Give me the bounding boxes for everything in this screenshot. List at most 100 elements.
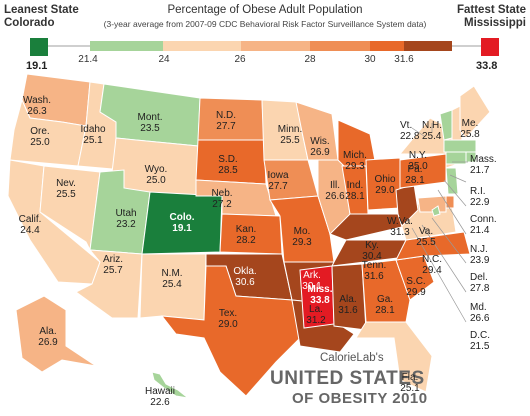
state-value: 29.3 — [345, 161, 365, 172]
legend-tick: 31.6 — [394, 54, 414, 65]
state-value: 27.2 — [212, 199, 232, 210]
state-value: 30.4 — [362, 251, 382, 262]
state-name: Mass. — [470, 154, 497, 165]
legend-bin-5 — [370, 41, 404, 51]
state-label-neb: Neb. 27.2 — [211, 188, 232, 210]
leader-lines — [411, 123, 468, 323]
state-name: S.C. — [406, 276, 426, 287]
state-label-mich: Mich. 29.3 — [343, 150, 367, 172]
legend-tick: 28 — [304, 54, 316, 65]
state-shape-tex — [160, 265, 301, 397]
state-label-tex: Tex. 29.0 — [218, 308, 237, 330]
state-label-utah: Utah 23.2 — [115, 208, 136, 230]
state-name: Fla. — [401, 372, 419, 383]
state-label-conn: Conn. 21.4 — [470, 214, 497, 236]
state-value: 22.6 — [150, 397, 170, 408]
legend-bin-3 — [241, 41, 310, 51]
state-label-ky: Ky. 30.4 — [362, 240, 381, 262]
state-name: Minn. — [277, 124, 303, 135]
state-label-wash: Wash. 26.3 — [23, 95, 51, 117]
state-shape-del — [445, 195, 455, 209]
state-label-idaho: Idaho 25.1 — [80, 124, 105, 146]
state-value: 26.9 — [310, 147, 330, 158]
state-name: W.Va. — [387, 216, 413, 227]
legend-tick: 21.4 — [78, 54, 98, 65]
state-shape-nev — [39, 165, 101, 252]
state-label-mass: Mass. 21.7 — [470, 154, 497, 176]
state-label-va: Va. 25.5 — [416, 226, 435, 248]
state-name: D.C. — [470, 330, 490, 341]
state-label-wva: W.Va. 31.3 — [387, 216, 413, 238]
state-name: Ore. — [30, 126, 50, 137]
state-value: 22.8 — [400, 131, 420, 142]
state-name: Va. — [418, 226, 434, 237]
state-shape-ga — [361, 259, 411, 323]
state-label-ny: N.Y. 25.0 — [408, 150, 427, 172]
state-label-nh: N.H. 25.4 — [422, 120, 442, 142]
state-name: Nev. — [56, 178, 76, 189]
state-value: 33.8 — [310, 295, 330, 306]
state-value: 25.7 — [103, 265, 123, 276]
state-value: 31.2 — [306, 315, 326, 326]
state-label-mo: Mo. 29.3 — [292, 226, 311, 248]
state-label-fla: Fla. 25.1 — [400, 372, 419, 394]
state-label-me: Me. 25.8 — [460, 118, 479, 140]
fattest-value: 33.8 — [476, 60, 498, 72]
state-shape-hawaii — [151, 371, 190, 399]
state-label-iowa: Iowa 27.7 — [267, 170, 288, 192]
state-name: Pa. — [407, 164, 423, 175]
state-name: Ind. — [346, 180, 364, 191]
state-value: 23.9 — [470, 255, 490, 266]
state-name: S.D. — [218, 154, 238, 165]
state-label-del: Del. 27.8 — [470, 272, 489, 294]
state-name: Colo. — [169, 212, 195, 223]
leanest-value: 19.1 — [26, 60, 48, 72]
state-name: Ga. — [376, 294, 394, 305]
state-name: N.C. — [422, 254, 442, 265]
legend-tick: 26 — [234, 54, 246, 65]
state-name: N.Y. — [408, 150, 428, 161]
legend-tick: 30 — [364, 54, 376, 65]
state-value: 25.5 — [416, 237, 436, 248]
state-name: N.J. — [470, 244, 488, 255]
state-label-mont: Mont. 23.5 — [137, 112, 162, 134]
state-label-hawaii: Hawaii 22.6 — [145, 386, 175, 408]
state-name: Wyo. — [144, 164, 168, 175]
state-name: Ill. — [330, 180, 340, 191]
state-name: N.M. — [161, 268, 183, 279]
state-label-sc: S.C. 29.9 — [406, 276, 425, 298]
state-value: 25.1 — [83, 135, 103, 146]
state-name: Mont. — [137, 112, 163, 123]
state-shape-conn — [445, 151, 467, 165]
state-name: Mo. — [293, 226, 311, 237]
state-label-nj: N.J. 23.9 — [470, 244, 489, 266]
legend-bin-6 — [404, 41, 452, 51]
state-name: Ohio — [374, 174, 396, 185]
state-label-wyo: Wyo. 25.0 — [145, 164, 168, 186]
state-name: Conn. — [470, 214, 497, 225]
state-label-nm: N.M. 25.4 — [161, 268, 182, 290]
state-value: 19.1 — [172, 223, 192, 234]
state-value: 21.7 — [470, 165, 490, 176]
state-value: 29.9 — [406, 287, 426, 298]
state-name: Utah — [115, 208, 137, 219]
state-label-wis: Wis. 26.9 — [310, 136, 329, 158]
state-value: 25.0 — [408, 161, 428, 172]
state-value: 31.6 — [338, 305, 358, 316]
state-label-ariz: Ariz. 25.7 — [103, 254, 123, 276]
state-label-ore: Ore. 25.0 — [30, 126, 49, 148]
state-name: Tenn. — [361, 260, 387, 271]
state-label-calif: Calif. 24.4 — [19, 214, 42, 236]
legend-tick: 24 — [158, 54, 170, 65]
state-label-ga: Ga. 28.1 — [375, 294, 394, 316]
state-label-la: La. 31.2 — [306, 304, 325, 326]
state-label-ark: Ark. 30.1 — [302, 270, 321, 292]
state-label-okla: Okla. 30.6 — [233, 266, 256, 288]
state-name: Neb. — [211, 188, 233, 199]
state-value: 25.4 — [162, 279, 182, 290]
legend-bin-4 — [310, 41, 370, 51]
state-value: 26.9 — [38, 337, 58, 348]
state-label-colo: Colo. 19.1 — [170, 212, 195, 234]
fattest-state-label: Fattest State Mississippi — [456, 4, 526, 29]
